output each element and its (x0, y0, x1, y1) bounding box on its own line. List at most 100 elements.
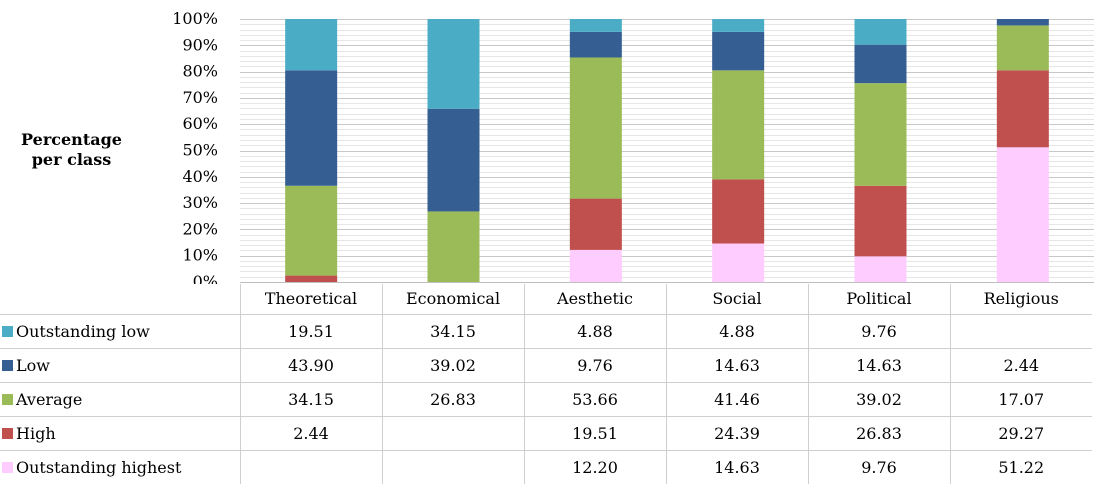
category-label: Economical (381, 284, 524, 314)
table-row-high: High 2.44 19.51 24.39 26.83 29.27 (0, 415, 1092, 450)
bar-segment (996, 147, 1049, 282)
data-label: 26.83 (807, 415, 950, 450)
bar-segment (712, 179, 765, 244)
data-label: 51.22 (949, 449, 1092, 484)
data-label: 2.44 (949, 347, 1092, 382)
y-tick-label: 40% (182, 167, 218, 186)
bar-segment (854, 44, 907, 84)
legend-swatch (2, 461, 13, 473)
bar-segment (285, 19, 338, 71)
y-axis-label-line-1: Percentage (21, 130, 122, 149)
bar-segment (854, 185, 907, 257)
data-label (239, 449, 382, 484)
bar-segment (569, 19, 622, 32)
bar-segment (712, 31, 765, 71)
data-label: 29.27 (949, 415, 1092, 450)
data-table: Theoretical Economical Aesthetic Social … (0, 284, 1092, 484)
legend-label: Outstanding highest (16, 457, 182, 477)
category-label: Religious (949, 284, 1092, 314)
legend-label: Low (16, 355, 50, 375)
data-label: 53.66 (523, 381, 666, 416)
legend-swatch (2, 427, 13, 439)
legend-entry: High (0, 415, 240, 450)
y-tick-label: 60% (182, 114, 218, 133)
data-label: 2.44 (239, 415, 382, 450)
category-label: Political (807, 284, 950, 314)
legend-swatch (2, 359, 13, 371)
data-label: 26.83 (381, 381, 524, 416)
bar-segment (712, 70, 765, 180)
y-tick-label: 90% (182, 35, 218, 54)
y-tick-label: 20% (182, 219, 218, 238)
y-tick-label: 30% (182, 193, 218, 212)
data-label: 12.20 (523, 449, 666, 484)
y-tick-label: 10% (182, 246, 218, 265)
data-label: 24.39 (665, 415, 808, 450)
table-row-outstanding-highest: Outstanding highest 12.20 14.63 9.76 51.… (0, 449, 1092, 484)
data-label: 39.02 (807, 381, 950, 416)
legend-entry: Average (0, 381, 240, 416)
y-axis-label: Percentage per class (0, 130, 143, 170)
data-table-header: Theoretical Economical Aesthetic Social … (0, 284, 1092, 314)
bar-segment (996, 70, 1049, 148)
data-label: 14.63 (665, 449, 808, 484)
data-label: 19.51 (239, 313, 382, 348)
legend-entry: Outstanding low (0, 313, 240, 348)
table-row-average: Average 34.15 26.83 53.66 41.46 39.02 17… (0, 381, 1092, 416)
bar-segment (854, 256, 907, 282)
bar-segment (569, 198, 622, 250)
bar-segment (569, 57, 622, 199)
legend-entry: Low (0, 347, 240, 382)
bar-segment (569, 249, 622, 282)
data-label: 39.02 (381, 347, 524, 382)
stacked-bar-chart: 0% 10% 20% 30% 40% 50% 60% 70% 80% 90% 100% (172, 9, 1094, 284)
y-axis-label-line-2: per class (31, 150, 112, 169)
data-label (381, 449, 524, 484)
bar-segment (285, 70, 338, 186)
data-label (381, 415, 524, 450)
legend-label: Average (16, 389, 83, 409)
bar-segment (427, 108, 480, 212)
data-label: 9.76 (523, 347, 666, 382)
bar-segment (712, 243, 765, 282)
category-label: Aesthetic (523, 284, 666, 314)
bar-segment (996, 19, 1049, 26)
legend-label: High (16, 423, 56, 443)
legend-swatch (2, 325, 13, 337)
data-label (949, 313, 1092, 348)
data-label: 41.46 (665, 381, 808, 416)
bar-segment (285, 185, 338, 276)
table-row-low: Low 43.90 39.02 9.76 14.63 14.63 2.44 (0, 347, 1092, 382)
category-label: Theoretical (239, 284, 382, 314)
y-tick-label: 70% (182, 88, 218, 107)
y-tick-label: 50% (182, 141, 218, 160)
legend-entry: Outstanding highest (0, 449, 240, 484)
data-label: 34.15 (381, 313, 524, 348)
data-label: 4.88 (523, 313, 666, 348)
bar-segment (854, 19, 907, 45)
data-label: 4.88 (665, 313, 808, 348)
bar-segment (712, 19, 765, 32)
bar-segment (854, 83, 907, 186)
data-label: 9.76 (807, 313, 950, 348)
table-row-outstanding-low: Outstanding low 19.51 34.15 4.88 4.88 9.… (0, 313, 1092, 348)
y-tick-label: 100% (172, 9, 218, 28)
bar-segment (285, 275, 338, 282)
bar-segment (996, 25, 1049, 71)
legend-swatch (2, 393, 13, 405)
data-label: 9.76 (807, 449, 950, 484)
data-label: 17.07 (949, 381, 1092, 416)
bar-segment (569, 31, 622, 58)
y-tick-label: 0% (193, 272, 218, 284)
data-table-corner (0, 284, 240, 314)
data-label: 43.90 (239, 347, 382, 382)
data-label: 14.63 (807, 347, 950, 382)
bar-segment (427, 19, 480, 109)
category-label: Social (665, 284, 808, 314)
y-tick-label: 80% (182, 62, 218, 81)
data-label: 19.51 (523, 415, 666, 450)
data-label: 34.15 (239, 381, 382, 416)
bar-segment (427, 211, 480, 282)
data-label: 14.63 (665, 347, 808, 382)
legend-label: Outstanding low (16, 321, 150, 341)
